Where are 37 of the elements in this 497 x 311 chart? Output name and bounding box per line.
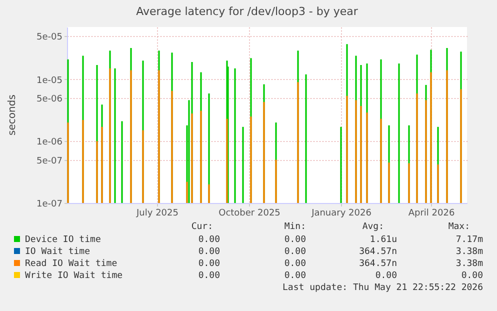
text: 0.00 bbox=[198, 235, 220, 245]
text: 0.00 bbox=[284, 235, 306, 245]
text: Cur: bbox=[191, 222, 213, 232]
text: 0.00 bbox=[461, 271, 483, 281]
y-tick-label: 5e-07 bbox=[36, 156, 62, 166]
legend-label: IO Wait time bbox=[25, 247, 90, 257]
text: Last update: Thu May 21 22:55:22 2026 bbox=[282, 283, 483, 293]
text: 0.00 bbox=[375, 271, 397, 281]
x-tick-label: October 2025 bbox=[218, 208, 280, 218]
text: Max: bbox=[448, 222, 470, 232]
text: 364.57n bbox=[359, 247, 397, 257]
text: 1.61u bbox=[370, 235, 397, 245]
x-tick-label: July 2025 bbox=[136, 208, 178, 218]
text: 3.38m bbox=[456, 247, 483, 257]
text: 0.00 bbox=[284, 271, 306, 281]
text: 0.00 bbox=[198, 247, 220, 257]
text: 0.00 bbox=[198, 259, 220, 269]
x-tick-label: January 2026 bbox=[310, 208, 372, 218]
text: Min: bbox=[284, 222, 306, 232]
y-tick-label: 1e-07 bbox=[36, 200, 62, 210]
text: 0.00 bbox=[284, 247, 306, 257]
x-tick-label: April 2026 bbox=[408, 208, 455, 218]
chart-title: Average latency for /dev/loop3 - by year bbox=[136, 5, 358, 18]
y-tick-label: 1e-05 bbox=[36, 76, 62, 86]
text: 364.57n bbox=[359, 259, 397, 269]
y-tick-label: 5e-06 bbox=[36, 94, 63, 104]
text: 3.38m bbox=[456, 259, 483, 269]
text: 0.00 bbox=[198, 271, 220, 281]
legend-label: Read IO Wait time bbox=[25, 259, 118, 269]
y-tick-label: 1e-06 bbox=[36, 138, 63, 148]
legend-label: Device IO time bbox=[25, 235, 101, 245]
y-axis-title: seconds bbox=[7, 94, 18, 136]
legend-label: Write IO Wait time bbox=[25, 271, 123, 281]
y-tick-label: 5e-05 bbox=[36, 32, 62, 43]
text: Avg: bbox=[362, 222, 384, 232]
text: 7.17m bbox=[456, 235, 483, 245]
text: 0.00 bbox=[284, 259, 306, 269]
